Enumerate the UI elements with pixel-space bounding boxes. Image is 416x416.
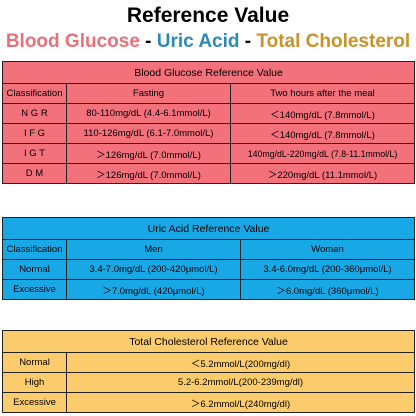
table-row: Normal ＜5.2mmol/L(200mg/dl) bbox=[2, 352, 415, 373]
table-cell: 80-110mg/dL (4.4-6.1mmol/L) bbox=[66, 103, 231, 124]
column-header: Woman bbox=[239, 239, 416, 260]
column-header: Two hours after the meal bbox=[229, 83, 416, 104]
table-title-row: Blood Glucose Reference Value bbox=[1, 61, 416, 84]
table-row: High 5.2-6.2mmol/L(200-239mg/dl) bbox=[2, 372, 415, 393]
blood-glucose-table-title: Blood Glucose Reference Value bbox=[1, 61, 416, 84]
row-label: Excessive bbox=[2, 279, 67, 300]
subtitle-separator: - bbox=[244, 31, 252, 52]
row-label: I F G bbox=[2, 123, 67, 144]
subtitle-separator: - bbox=[145, 31, 152, 52]
page-subtitle: Blood Glucose - Uric Acid - Total Choles… bbox=[0, 30, 416, 54]
subtitle-blood-glucose: Blood Glucose bbox=[5, 31, 140, 52]
row-label: Normal bbox=[2, 259, 67, 280]
table-cell: 110-126mg/dL (6.1-7.0mmol/L) bbox=[66, 123, 231, 144]
uric-acid-table: Uric Acid Reference Value Classification… bbox=[1, 217, 416, 300]
table-cell: ＜140mg/dL (7.8mmol/L) bbox=[229, 123, 416, 144]
table-cell: 5.2-6.2mmol/L(200-239mg/dl) bbox=[66, 372, 415, 393]
table-cell: 140mg/dL-220mg/dL (7.8-11.1mmol/L) bbox=[229, 143, 416, 164]
uric-acid-table-title: Uric Acid Reference Value bbox=[1, 217, 416, 240]
table-cell: ＞6.2mmol/L(240mg/dl) bbox=[66, 392, 415, 413]
table-header-row: Classification Fasting Two hours after t… bbox=[2, 83, 416, 104]
table-row: I G T ＞126mg/dL (7.0mmol/L) 140mg/dL-220… bbox=[2, 143, 416, 164]
row-label: Excessive bbox=[2, 392, 67, 413]
table-cell: ＞126mg/dL (7.0mmol/L) bbox=[66, 143, 231, 164]
row-label: High bbox=[2, 372, 67, 393]
subtitle-uric-acid: Uric Acid bbox=[156, 31, 240, 52]
table-header-row: Classification Men Woman bbox=[2, 239, 416, 260]
table-cell: 3.4-7.0mg/dL (200-420μmol/L) bbox=[66, 259, 241, 280]
subtitle-total-cholesterol: Total Cholesterol bbox=[256, 31, 411, 52]
table-row: I F G 110-126mg/dL (6.1-7.0mmol/L) ＜140m… bbox=[2, 123, 416, 144]
page-title: Reference Value bbox=[126, 4, 290, 27]
table-row: Normal 3.4-7.0mg/dL (200-420μmol/L) 3.4-… bbox=[2, 259, 416, 280]
table-row: N G R 80-110mg/dL (4.4-6.1mmol/L) ＜140mg… bbox=[2, 103, 416, 124]
row-label: N G R bbox=[2, 103, 67, 124]
table-cell: ＞220mg/dL (11.1mmol/L) bbox=[229, 163, 416, 184]
table-row: Excessive ＞6.2mmol/L(240mg/dl) bbox=[2, 392, 415, 413]
row-label: Normal bbox=[2, 352, 67, 373]
column-header: Classification bbox=[2, 239, 67, 260]
column-header: Classification bbox=[2, 83, 67, 104]
table-cell: ＜140mg/dL (7.8mmol/L) bbox=[229, 103, 416, 124]
table-row: D M ＞126mg/dL (7.0mmol/L) ＞220mg/dL (11.… bbox=[2, 163, 416, 184]
row-label: D M bbox=[2, 163, 67, 184]
column-header: Fasting bbox=[66, 83, 231, 104]
total-cholesterol-table: Total Cholesterol Reference Value Normal… bbox=[2, 330, 415, 413]
column-header: Men bbox=[66, 239, 241, 260]
row-label: I G T bbox=[2, 143, 67, 164]
table-title-row: Uric Acid Reference Value bbox=[1, 217, 416, 240]
table-cell: ＜5.2mmol/L(200mg/dl) bbox=[66, 352, 415, 373]
table-row: Excessive ＞7.0mg/dL (420μmol/L) ＞6.0mg/d… bbox=[2, 279, 416, 300]
table-cell: ＞126mg/dL (7.0mmol/L) bbox=[66, 163, 231, 184]
table-cell: ＞7.0mg/dL (420μmol/L) bbox=[66, 279, 241, 300]
table-title-row: Total Cholesterol Reference Value bbox=[2, 330, 415, 353]
blood-glucose-table: Blood Glucose Reference Value Classifica… bbox=[1, 61, 416, 184]
total-cholesterol-table-title: Total Cholesterol Reference Value bbox=[2, 330, 415, 353]
table-cell: 3.4-6.0mg/dL (200-360μmol/L) bbox=[239, 259, 416, 280]
table-cell: ＞6.0mg/dL (360μmol/L) bbox=[239, 279, 416, 300]
